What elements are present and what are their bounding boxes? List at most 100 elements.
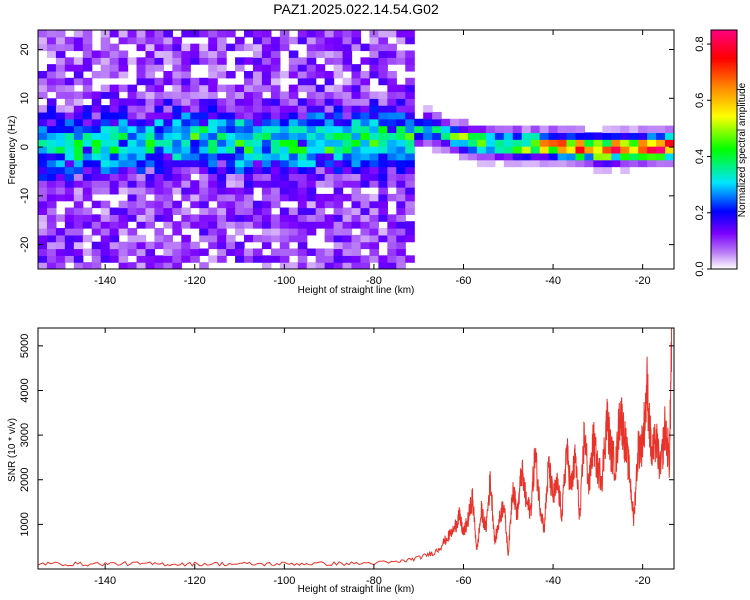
spectrogram-x-tick-label: -20 (635, 275, 651, 287)
spectrogram-cell (46, 255, 57, 263)
spectrogram-cell (46, 98, 57, 106)
spectrogram-cell (297, 36, 308, 45)
spectrogram-cell (145, 84, 156, 93)
spectrogram-cell (145, 166, 156, 174)
spectrogram-cell (324, 159, 335, 168)
spectrogram-cell (172, 77, 182, 86)
snr-x-tick-label: -60 (456, 575, 472, 587)
spectrogram-cell (118, 132, 129, 140)
spectrogram-cell (342, 98, 353, 106)
spectrogram-cell (333, 36, 344, 45)
spectrogram-cell (145, 50, 156, 58)
spectrogram-cell (172, 166, 182, 174)
spectrogram-cell (387, 84, 397, 93)
spectrogram-cell (199, 166, 209, 174)
spectrogram-cell (656, 125, 666, 134)
spectrogram-cell (208, 50, 218, 58)
spectrogram-cell (333, 262, 344, 269)
spectrogram-cell (360, 262, 371, 269)
spectrogram-cell (73, 30, 84, 38)
spectrogram-cell (91, 30, 102, 31)
spectrogram-cell (46, 132, 57, 140)
spectrogram-cell (100, 248, 111, 256)
spectrogram-cell (73, 255, 84, 263)
spectrogram-cell (100, 36, 111, 45)
spectrogram-cell (351, 166, 362, 174)
spectrogram-cell (208, 132, 218, 140)
spectrogram-cell (467, 132, 478, 140)
spectrogram-cell (450, 146, 460, 154)
spectrogram-cell (217, 248, 227, 256)
spectrogram-cell (46, 152, 57, 161)
spectrogram-cell (100, 64, 111, 72)
spectrogram-cell (217, 187, 227, 195)
spectrogram-cell (136, 30, 147, 38)
spectrogram-cell (82, 132, 93, 140)
spectrogram-cell (38, 105, 48, 113)
spectrogram-cell (387, 180, 397, 188)
spectrogram-cell (46, 77, 57, 86)
spectrogram-cell (252, 200, 263, 209)
spectrogram-cell (190, 30, 200, 31)
spectrogram-cell (145, 30, 156, 38)
spectrogram-cell (396, 36, 406, 45)
spectrogram-cell (396, 241, 406, 250)
spectrogram-cell (306, 152, 317, 161)
spectrogram-cell (118, 139, 129, 147)
spectrogram-cell (306, 248, 317, 256)
snr-y-tick-label: 5000 (19, 334, 31, 358)
spectrogram-cell (387, 111, 397, 120)
spectrogram-cell (333, 64, 344, 72)
spectrogram-cell (154, 91, 165, 99)
spectrogram-cell (261, 98, 272, 106)
spectrogram-cell (459, 152, 469, 161)
spectrogram-cell (190, 193, 200, 202)
spectrogram-cell (226, 132, 236, 140)
spectrogram-cell (279, 214, 290, 222)
spectrogram-cell (315, 152, 326, 161)
spectrogram-cell (270, 64, 281, 72)
spectrogram-cell (38, 255, 48, 263)
spectrogram-cell (557, 146, 568, 154)
spectrogram-cell (244, 70, 254, 79)
spectrogram-cell (208, 193, 218, 202)
spectrogram-cell (629, 152, 639, 161)
spectrogram-cell (244, 98, 254, 106)
spectrogram-cell (172, 262, 182, 269)
spectrogram-cell (145, 43, 156, 52)
spectrogram-cell (127, 200, 138, 209)
spectrogram-cell (38, 30, 48, 38)
spectrogram-cell (611, 152, 621, 161)
spectrogram-cell (405, 132, 415, 140)
spectrogram-cell (324, 50, 335, 58)
spectrogram-cell (450, 132, 460, 140)
spectrogram-cell (55, 105, 66, 113)
spectrogram-cell (270, 139, 281, 147)
spectrogram-cell (261, 84, 272, 93)
spectrogram-cell (190, 159, 200, 168)
spectrogram-cell (333, 91, 344, 99)
spectrogram-cell (91, 57, 102, 65)
spectrogram-cell (584, 152, 594, 161)
spectrogram-cell (602, 166, 612, 174)
spectrogram-cell (199, 152, 209, 161)
spectrogram-cell (593, 166, 603, 174)
spectrogram-cell (217, 36, 227, 45)
spectrogram-cell (252, 70, 263, 79)
spectrogram-cell (387, 159, 397, 168)
spectrogram-cell (333, 146, 344, 154)
spectrogram-cell (566, 132, 577, 140)
spectrogram-cell (557, 139, 568, 147)
spectrogram-cell (270, 132, 281, 140)
spectrogram-cell (100, 43, 111, 52)
spectrogram-cell (118, 30, 129, 31)
spectrogram-cell (136, 139, 147, 147)
spectrogram-cell (190, 166, 200, 174)
spectrogram-cell (91, 152, 102, 161)
spectrogram-cell (566, 159, 577, 168)
spectrogram-cell (82, 91, 93, 99)
spectrogram-cell (315, 180, 326, 188)
spectrogram-cell (360, 111, 371, 120)
spectrogram-cell (441, 118, 451, 127)
spectrogram-cell (369, 91, 379, 99)
